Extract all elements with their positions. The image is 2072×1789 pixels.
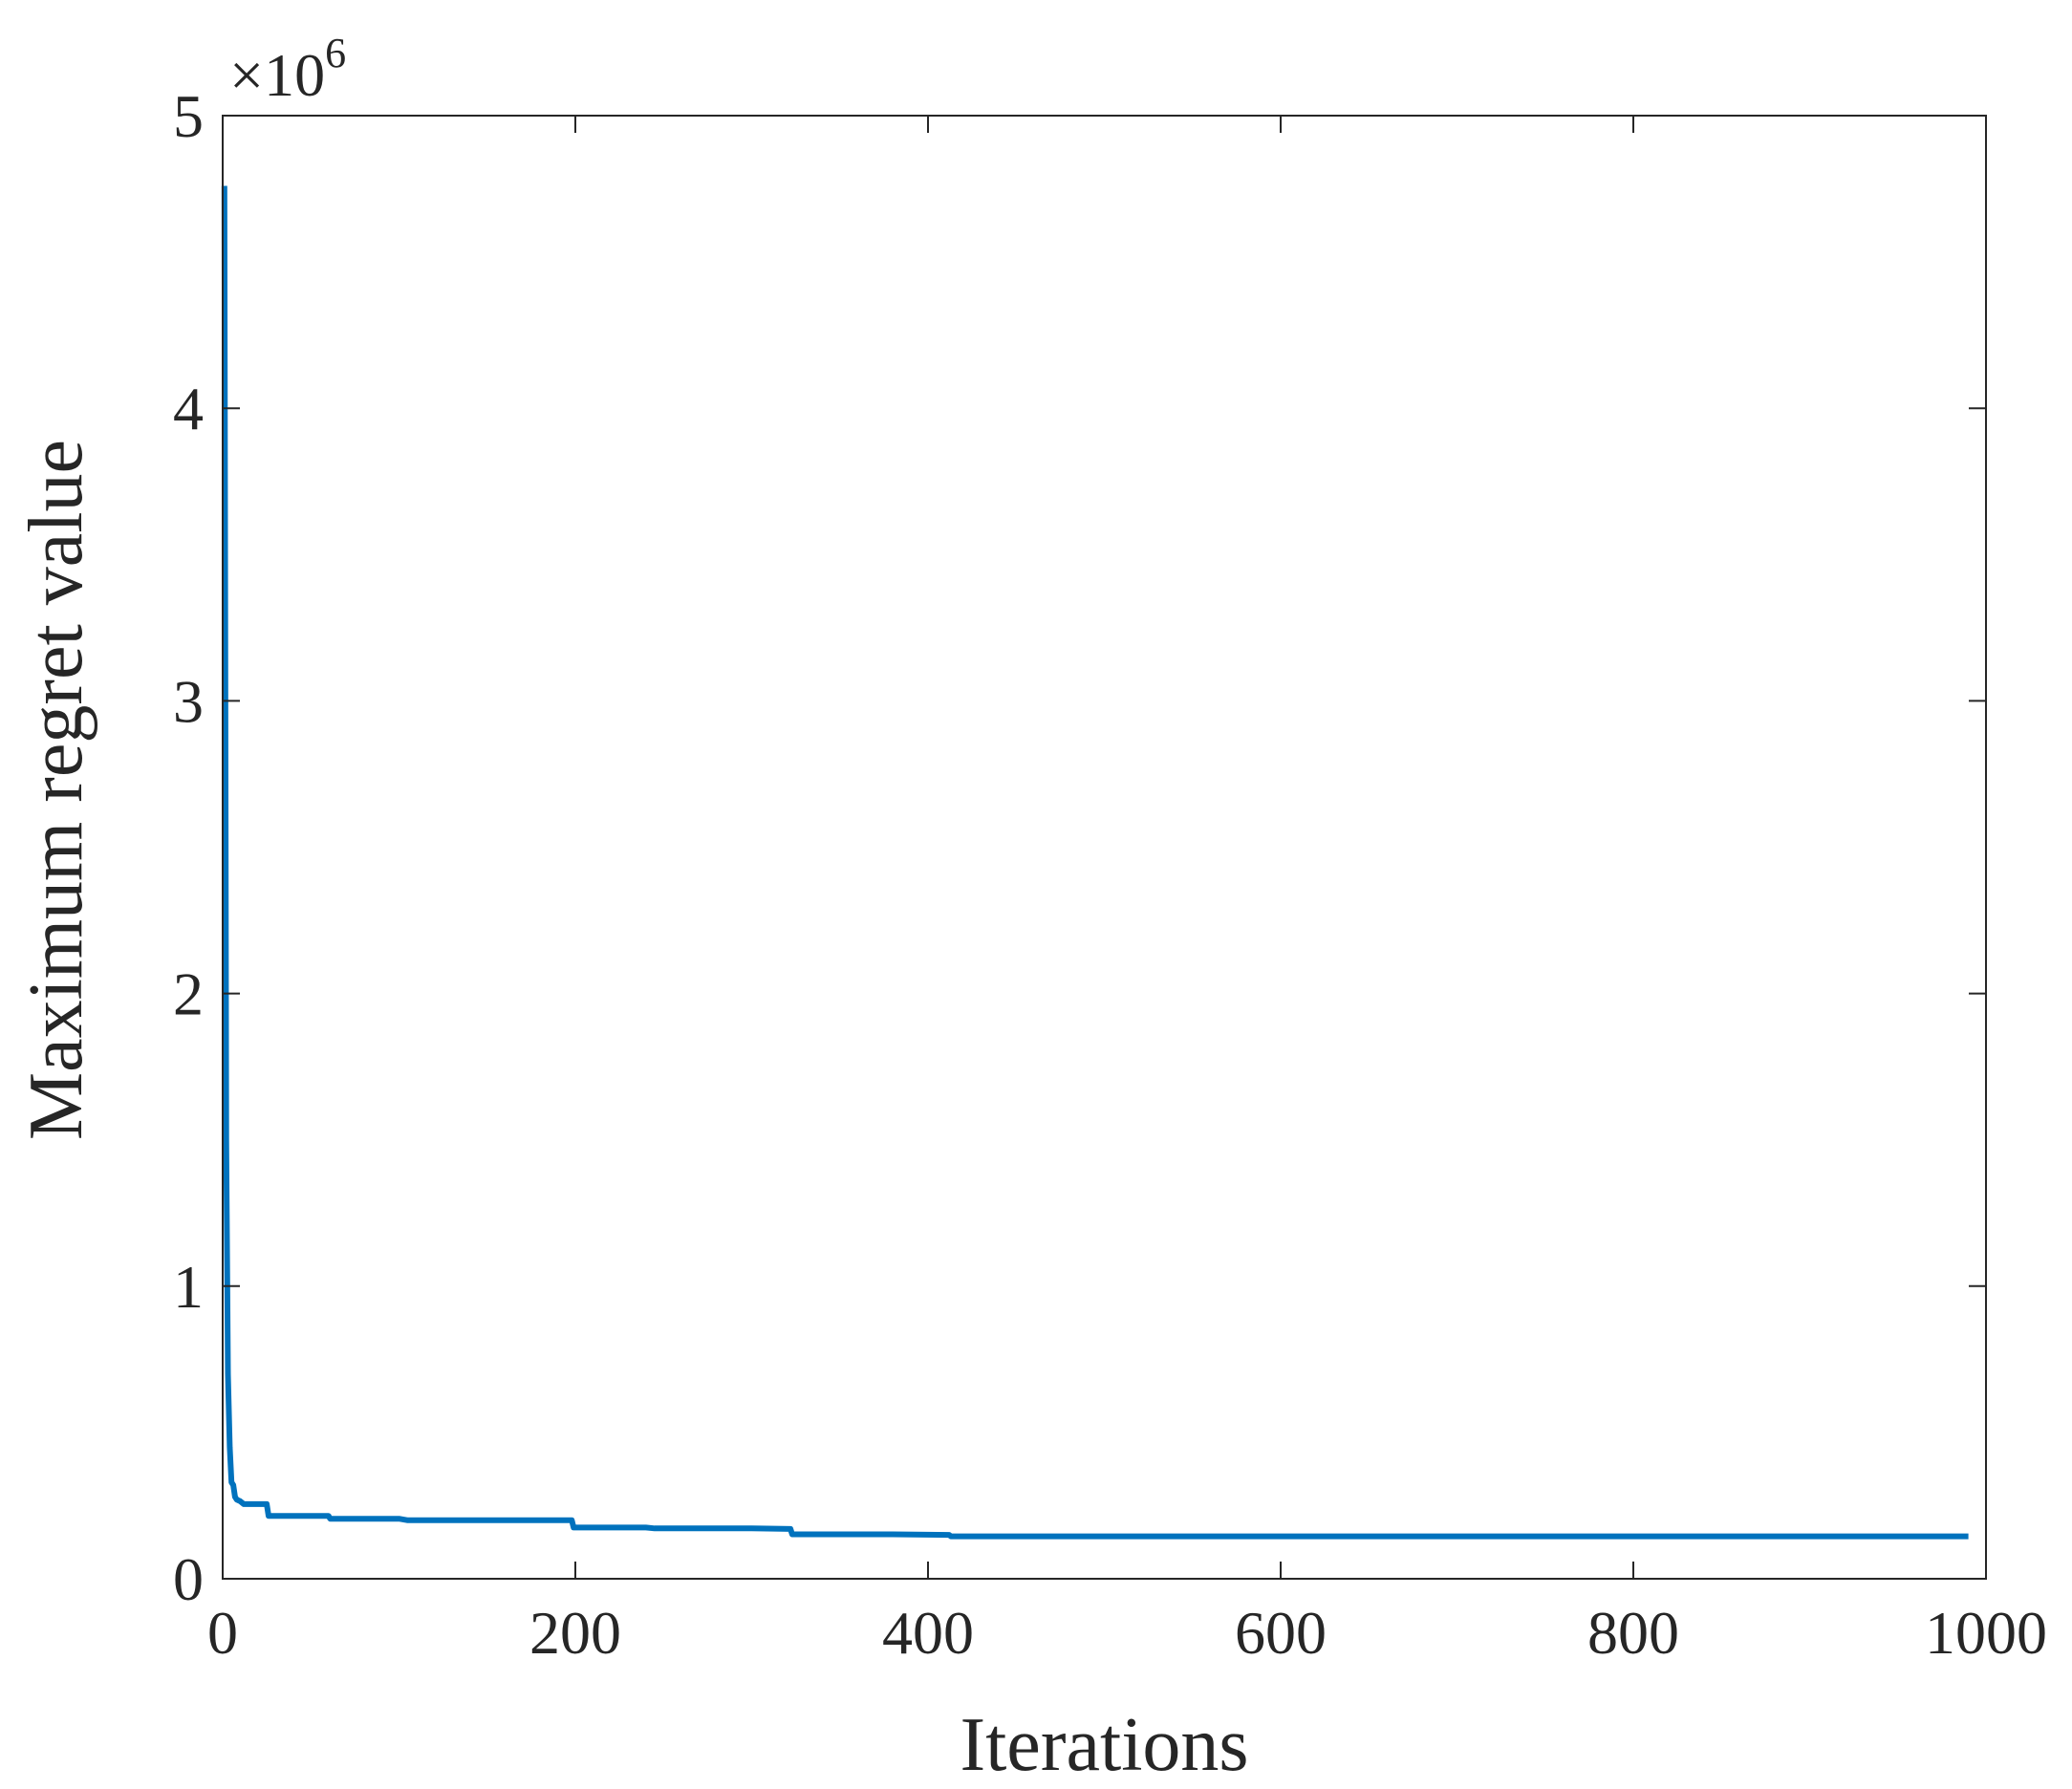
tick-labels: 0 200 400 600 800 1000 0 1 2 3 4 5	[173, 82, 2047, 1667]
x-tick-label: 800	[1587, 1599, 1679, 1667]
y-axis-exponent-power: 6	[325, 30, 346, 76]
y-tick-label: 2	[173, 960, 204, 1028]
y-axis-exponent: ×106	[229, 30, 346, 109]
y-axis-label: Maximum regret value	[14, 440, 98, 1140]
x-tick-label: 200	[529, 1599, 621, 1667]
y-tick-label: 3	[173, 667, 204, 735]
y-tick-label: 5	[173, 82, 204, 150]
y-tick-label: 0	[173, 1545, 204, 1613]
plot-area	[221, 185, 1969, 1540]
axes-box	[222, 115, 1987, 1580]
y-tick-label: 1	[173, 1253, 204, 1321]
x-tick-label: 400	[882, 1599, 974, 1667]
x-axis-label: Iterations	[960, 1703, 1248, 1787]
y-tick-label: 4	[173, 375, 204, 442]
x-tick-label: 0	[207, 1599, 238, 1667]
x-tick-label: 600	[1235, 1599, 1327, 1667]
y-axis-exponent-base: ×10	[229, 41, 325, 109]
series-line	[221, 185, 1969, 1540]
x-tick-label: 1000	[1925, 1599, 2047, 1667]
